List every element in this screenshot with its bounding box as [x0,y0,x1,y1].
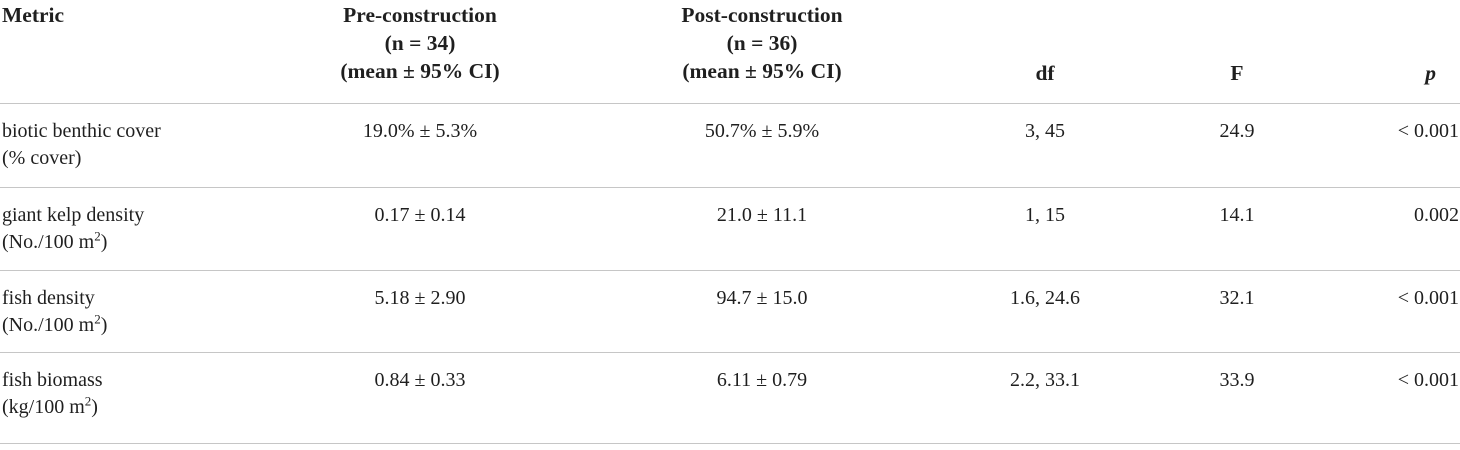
pre-value: 0.84 ± 0.33 [240,352,600,444]
post-header-line2: (n = 36) [726,31,798,55]
metric-unit: (No./100 m2) [2,228,108,253]
p-value: < 0.001 [1308,352,1460,444]
post-header-line3: (mean ± 95% CI) [682,59,842,83]
post-value: 21.0 ± 11.1 [600,187,924,271]
pre-header-line2: (n = 34) [384,31,456,55]
post-value: 6.11 ± 0.79 [600,352,924,444]
table-row-biotic-benthic-cover: biotic benthic cover (% cover) 19.0% ± 5… [0,103,1460,188]
metric-cell: giant kelp density (No./100 m2) [0,187,240,271]
pre-header-line3: (mean ± 95% CI) [340,59,500,83]
metric-name: biotic benthic cover [2,119,161,142]
metric-cell: fish density (No./100 m2) [0,270,240,353]
post-value: 50.7% ± 5.9% [600,103,924,188]
f-value: 14.1 [1166,187,1308,271]
f-value: 24.9 [1166,103,1308,188]
col-header-post-construction: Post-construction (n = 36) (mean ± 95% C… [600,0,924,104]
df-value: 2.2, 33.1 [924,352,1166,444]
post-value: 94.7 ± 15.0 [600,270,924,353]
pre-header-line1: Pre-construction [343,3,497,27]
metric-unit: (No./100 m2) [2,311,108,336]
col-header-f: F [1166,0,1308,104]
pre-value: 5.18 ± 2.90 [240,270,600,353]
post-header-line1: Post-construction [681,3,843,27]
table-row-fish-biomass: fish biomass (kg/100 m2) 0.84 ± 0.33 6.1… [0,352,1460,444]
table-header: Metric Pre-construction (n = 34) (mean ±… [0,0,1460,104]
metric-name: fish density [2,286,95,309]
table-row-giant-kelp-density: giant kelp density (No./100 m2) 0.17 ± 0… [0,187,1460,271]
p-value: < 0.001 [1308,103,1460,188]
col-header-pre-construction: Pre-construction (n = 34) (mean ± 95% CI… [240,0,600,104]
metric-unit: (kg/100 m2) [2,393,98,418]
df-value: 1.6, 24.6 [924,270,1166,353]
metric-name: fish biomass [2,368,103,391]
metric-unit: (% cover) [2,147,82,169]
f-value: 32.1 [1166,270,1308,353]
metric-cell: fish biomass (kg/100 m2) [0,352,240,444]
col-header-p: p [1308,0,1460,104]
df-value: 3, 45 [924,103,1166,188]
f-value: 33.9 [1166,352,1308,444]
table-row-fish-density: fish density (No./100 m2) 5.18 ± 2.90 94… [0,270,1460,353]
df-value: 1, 15 [924,187,1166,271]
pre-value: 19.0% ± 5.3% [240,103,600,188]
pre-value: 0.17 ± 0.14 [240,187,600,271]
header-row: Metric Pre-construction (n = 34) (mean ±… [0,0,1460,104]
p-value: < 0.001 [1308,270,1460,353]
col-header-df: df [924,0,1166,104]
metric-name: giant kelp density [2,203,145,226]
col-header-metric: Metric [0,0,240,104]
metric-cell: biotic benthic cover (% cover) [0,103,240,188]
table-body: biotic benthic cover (% cover) 19.0% ± 5… [0,103,1460,444]
p-value: 0.002 [1308,187,1460,271]
